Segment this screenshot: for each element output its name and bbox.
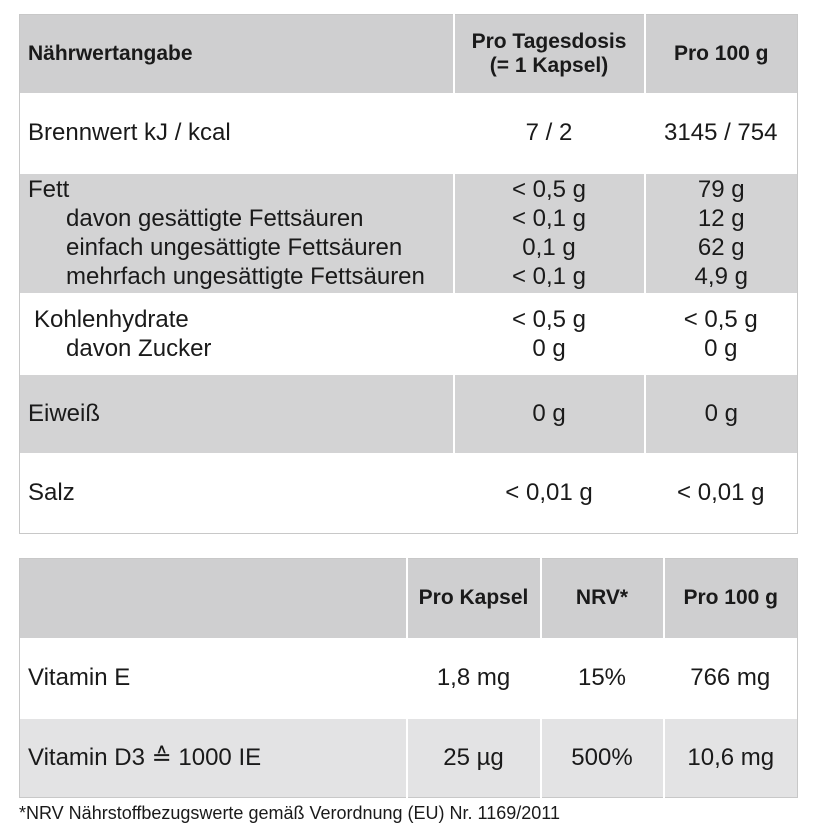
fat-labels-cell: Fett davon gesättigte Fettsäuren einfach… [20, 174, 454, 293]
fat-dose-cell: < 0,5 g < 0,1 g 0,1 g < 0,1 g [452, 173, 645, 293]
vitamin-row-d3: Vitamin D3 ≙ 1000 IE 25 µg 500% 10,6 mg [19, 718, 798, 798]
row-label-carbs: Kohlenhydrate [34, 305, 189, 333]
carbs-dose-cell: < 0,5 g 0 g [454, 293, 645, 375]
table-row-fat: Fett davon gesättigte Fettsäuren einfach… [19, 173, 798, 293]
row-label-saturated-fat: davon gesättigte Fettsäuren [66, 205, 364, 232]
column-header-daily-dose: Pro Tagesdosis (= 1 Kapsel) [452, 14, 645, 93]
column-header-daily-dose-line2: (= 1 Kapsel) [489, 53, 609, 77]
row-label-salt: Salz [28, 478, 75, 506]
cell-vitamin-d3-per100: 10,6 mg [662, 718, 798, 798]
cell-salt-dose: < 0,01 g [505, 478, 593, 506]
cell-monounsaturated-fat-per100: 62 g [697, 234, 745, 261]
cell-saturated-fat-dose: < 0,1 g [511, 205, 587, 232]
table-row-salt: Salz < 0,01 g < 0,01 g [19, 452, 798, 534]
cell-polyunsaturated-fat-per100: 4,9 g [694, 263, 748, 290]
row-label-vitamin-e: Vitamin E [28, 664, 131, 691]
cell-carbs-per100: < 0,5 g [683, 305, 758, 333]
row-label-fat: Fett [28, 176, 70, 203]
row-label-vitamin-d3: Vitamin D3 ≙ 1000 IE [28, 744, 262, 772]
row-label-protein: Eiweiß [28, 399, 101, 427]
fat-per100-cell: 79 g 12 g 62 g 4,9 g [643, 173, 798, 293]
row-label-sugar: davon Zucker [66, 334, 212, 362]
table-row-carbs: Kohlenhydrate davon Zucker < 0,5 g 0 g <… [19, 292, 798, 375]
column-header-nutrient: Nährwertangabe [28, 41, 193, 65]
cell-salt-per100: < 0,01 g [677, 478, 765, 506]
carbs-per100-cell: < 0,5 g 0 g [645, 293, 798, 375]
vitamin-row-e: Vitamin E 1,8 mg 15% 766 mg [19, 637, 798, 719]
row-label-energy: Brennwert kJ / kcal [28, 119, 231, 146]
cell-energy-per100: 3145 / 754 [664, 119, 778, 146]
column-header-daily-dose-line1: Pro Tagesdosis [471, 29, 627, 53]
cell-protein-dose: 0 g [452, 374, 645, 453]
cell-fat-per100: 79 g [697, 176, 745, 203]
vitamin-table: Pro Kapsel NRV* Pro 100 g Vitamin E 1,8 … [19, 558, 798, 798]
nutrition-table: Nährwertangabe Pro Tagesdosis (= 1 Kapse… [19, 14, 798, 534]
column-header-nrv: NRV* [539, 558, 664, 638]
table-row-energy: Brennwert kJ / kcal 7 / 2 3145 / 754 [19, 92, 798, 174]
cell-vitamin-d3-nrv: 500% [539, 718, 664, 798]
cell-monounsaturated-fat-dose: 0,1 g [522, 234, 576, 261]
footnote: *NRV Nährstoffbezugswerte gemäß Verordnu… [19, 803, 560, 823]
cell-vitamin-d3-capsule: 25 µg [405, 718, 541, 798]
cell-sugar-per100: 0 g [704, 334, 738, 362]
cell-sugar-dose: 0 g [532, 334, 566, 362]
cell-vitamin-e-capsule: 1,8 mg [436, 664, 511, 691]
cell-saturated-fat-per100: 12 g [697, 205, 745, 232]
table-row-protein: Eiweiß 0 g 0 g [19, 374, 798, 453]
carbs-labels-cell: Kohlenhydrate davon Zucker [20, 293, 454, 375]
cell-vitamin-e-nrv: 15% [577, 664, 627, 691]
table-header-row: Nährwertangabe Pro Tagesdosis (= 1 Kapse… [19, 14, 798, 93]
row-label-monounsaturated-fat: einfach ungesättigte Fettsäuren [66, 234, 403, 261]
cell-carbs-dose: < 0,5 g [511, 305, 587, 333]
column-header-vitamin-per100: Pro 100 g [662, 558, 798, 638]
cell-fat-dose: < 0,5 g [511, 176, 587, 203]
cell-energy-dose: 7 / 2 [525, 119, 573, 146]
row-label-polyunsaturated-fat: mehrfach ungesättigte Fettsäuren [66, 263, 425, 290]
cell-vitamin-e-per100: 766 mg [690, 664, 771, 691]
cell-polyunsaturated-fat-dose: < 0,1 g [511, 263, 587, 290]
column-header-per-100g: Pro 100 g [643, 14, 798, 93]
column-header-per-capsule: Pro Kapsel [405, 558, 541, 638]
vitamin-header-row: Pro Kapsel NRV* Pro 100 g [19, 558, 798, 638]
cell-protein-per100: 0 g [643, 374, 798, 453]
vitamin-header-empty [20, 559, 407, 638]
